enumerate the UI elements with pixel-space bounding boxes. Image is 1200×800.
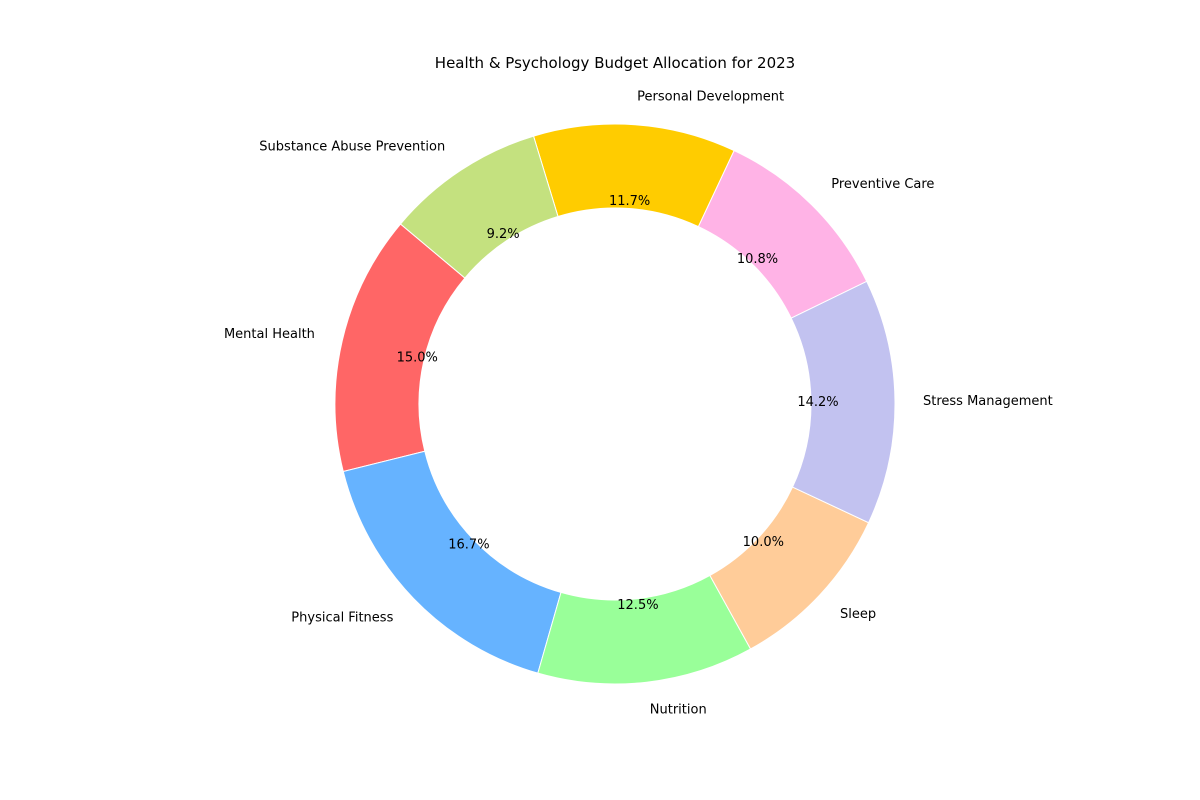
- labels-group: Mental Health 15.0% Physical Fitness 16.7% N…: [224, 89, 1053, 717]
- slice-label-preventive-care: Preventive Care: [831, 177, 934, 192]
- slice-label-nutrition: Nutrition: [650, 703, 707, 718]
- slice-label-physical-fitness: Physical Fitness: [291, 610, 393, 625]
- percent-label-personal-development: 11.7%: [609, 194, 650, 209]
- slice-preventive-care: [697, 149, 868, 319]
- slice-substance-abuse-prevention: [399, 135, 559, 279]
- slice-label-stress-management: Stress Management: [923, 394, 1053, 409]
- percent-label-nutrition: 12.5%: [617, 598, 658, 613]
- percent-label-mental-health: 15.0%: [397, 351, 438, 366]
- slice-label-sleep: Sleep: [840, 607, 876, 622]
- percent-label-physical-fitness: 16.7%: [448, 537, 489, 552]
- slice-physical-fitness: [342, 450, 562, 674]
- percent-label-stress-management: 14.2%: [797, 395, 838, 410]
- slice-label-personal-development: Personal Development: [637, 89, 784, 104]
- percent-label-substance-abuse-prevention: 9.2%: [487, 227, 520, 242]
- percent-label-sleep: 10.0%: [743, 535, 784, 550]
- chart-title: Health & Psychology Budget Allocation fo…: [435, 54, 795, 72]
- slice-label-substance-abuse-prevention: Substance Abuse Prevention: [259, 140, 445, 155]
- slices-group: [334, 123, 896, 685]
- slice-personal-development: [532, 123, 735, 228]
- percent-label-preventive-care: 10.8%: [737, 252, 778, 267]
- slice-label-mental-health: Mental Health: [224, 327, 315, 342]
